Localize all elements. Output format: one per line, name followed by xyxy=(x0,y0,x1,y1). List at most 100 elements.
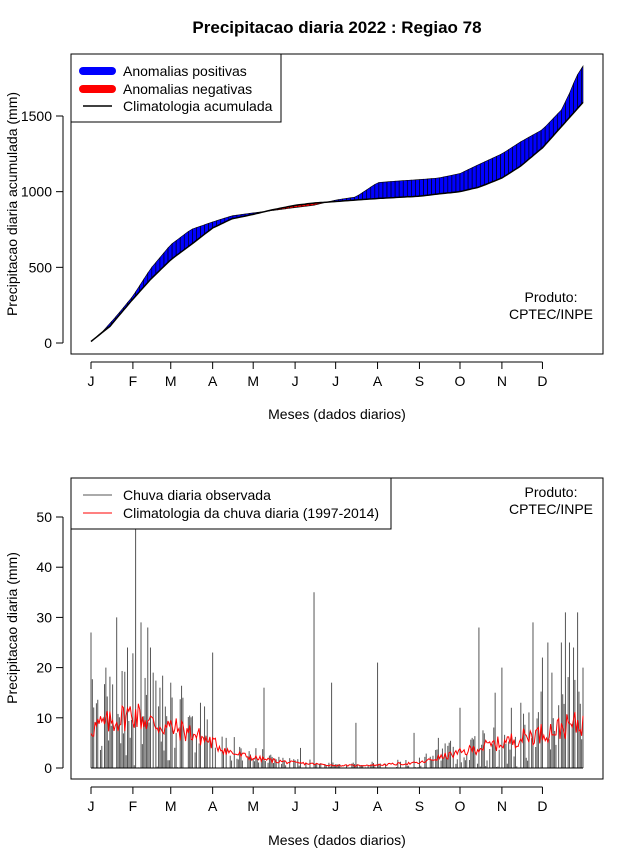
anomaly-positive-segment xyxy=(362,189,368,200)
x-tick-label: O xyxy=(455,373,466,389)
legend-label-negative: Anomalias negativas xyxy=(123,81,252,97)
anomaly-positive-segment xyxy=(406,179,412,198)
anomaly-positive-segment xyxy=(358,191,363,201)
x-tick-label: F xyxy=(129,373,138,389)
product-label-top-2: CPTEC/INPE xyxy=(509,306,593,322)
y-tick-label: 0 xyxy=(44,760,52,776)
cumulative-y-label: Precipitacao diaria acumulada (mm) xyxy=(4,92,20,316)
anomaly-positive-segment xyxy=(411,179,416,197)
anomaly-positive-segment xyxy=(471,165,477,190)
x-tick-label: A xyxy=(208,798,218,814)
y-tick-label: 40 xyxy=(36,559,52,575)
x-tick-label: J xyxy=(332,373,339,389)
x-tick-label: J xyxy=(332,798,339,814)
anomaly-positive-segment xyxy=(581,65,584,105)
x-tick-label: N xyxy=(497,798,507,814)
daily-panel: 0 10 20 30 40 50 J F M A M J J A S O N D Meses (dados di… xyxy=(4,477,604,848)
cumulative-x-label: Meses (dados diarios) xyxy=(268,406,406,422)
anomaly-positive-segment xyxy=(398,180,404,198)
anomaly-positive-segment xyxy=(382,181,388,199)
x-tick-label: F xyxy=(129,798,138,814)
anomaly-positive-segment xyxy=(492,155,497,183)
cumulative-y-axis: 0 500 1000 1500 xyxy=(21,108,64,351)
anomaly-positive-segment xyxy=(520,138,526,167)
legend-label-clim-daily: Climatologia da chuva diaria (1997-2014) xyxy=(123,505,379,521)
x-tick-label: A xyxy=(208,373,218,389)
product-label-top-1: Produto: xyxy=(525,289,578,305)
y-tick-label: 50 xyxy=(36,509,52,525)
anomaly-positive-segment xyxy=(459,171,465,193)
anomaly-positive-segment xyxy=(484,159,489,186)
product-label-bottom-2: CPTEC/INPE xyxy=(509,501,593,517)
anomaly-positive-segment xyxy=(427,178,432,196)
legend-box xyxy=(70,53,282,123)
x-tick-label: D xyxy=(537,373,547,389)
x-tick-label: J xyxy=(88,798,95,814)
observed-daily-bars xyxy=(90,527,584,769)
anomaly-positive-segment xyxy=(394,180,400,198)
anomaly-positive-segment xyxy=(512,143,518,172)
x-tick-label: A xyxy=(373,798,383,814)
daily-legend: Chuva diaria observada Climatologia da c… xyxy=(70,477,392,530)
anomaly-positive-segment xyxy=(508,146,514,175)
anomaly-positive-segment xyxy=(419,178,424,197)
anomaly-positive-segment xyxy=(463,169,469,192)
y-tick-label: 1000 xyxy=(21,184,52,200)
anomaly-positive-segment xyxy=(516,141,522,170)
anomaly-positive-segment xyxy=(390,180,396,199)
anomaly-positive-segment xyxy=(435,177,441,195)
x-tick-label: D xyxy=(537,798,547,814)
x-tick-label: N xyxy=(497,373,507,389)
cumulative-panel: 0 500 1000 1500 J F M A M J J A S O N D Meses (dados d… xyxy=(4,53,604,422)
x-tick-label: O xyxy=(455,798,466,814)
anomaly-positive-segment xyxy=(451,173,457,193)
daily-x-label: Meses (dados diarios) xyxy=(268,832,406,848)
climatology-daily-line xyxy=(90,703,584,767)
x-tick-label: M xyxy=(247,373,259,389)
y-tick-label: 0 xyxy=(44,335,52,351)
anomaly-positive-segment xyxy=(577,67,582,110)
anomaly-positive-segment xyxy=(504,148,509,177)
anomaly-positive-segment xyxy=(439,176,445,195)
legend-label-positive: Anomalias positivas xyxy=(123,63,247,79)
x-tick-label: M xyxy=(247,798,259,814)
anomaly-positive-segment xyxy=(415,179,420,197)
anomaly-positive-segment xyxy=(475,163,481,189)
anomaly-positive-segment xyxy=(500,151,505,180)
anomaly-positive-segment xyxy=(496,153,501,181)
x-tick-label: S xyxy=(415,798,424,814)
y-tick-label: 500 xyxy=(29,259,53,275)
chart-title: Precipitacao diaria 2022 : Regiao 78 xyxy=(192,18,481,37)
y-tick-label: 20 xyxy=(36,660,52,676)
anomaly-positive-segment xyxy=(423,178,428,197)
anomaly-positive-segment xyxy=(479,161,485,188)
x-tick-label: J xyxy=(292,798,299,814)
legend-label-climatology: Climatologia acumulada xyxy=(123,98,273,114)
anomaly-positive-segment xyxy=(447,174,453,194)
y-tick-label: 1500 xyxy=(21,108,52,124)
anomaly-positive-segment xyxy=(370,183,376,200)
x-tick-label: A xyxy=(373,373,383,389)
anomaly-positive-segment xyxy=(488,157,493,184)
x-tick-label: J xyxy=(292,373,299,389)
cumulative-plot-box xyxy=(70,53,604,355)
legend-label-observed: Chuva diaria observada xyxy=(123,487,271,503)
daily-y-label: Precipitacao diaria (mm) xyxy=(4,552,20,704)
cumulative-legend: Anomalias positivas Anomalias negativas … xyxy=(70,53,282,123)
x-tick-label: S xyxy=(415,373,424,389)
y-tick-label: 30 xyxy=(36,609,52,625)
anomaly-positive-segment xyxy=(402,180,408,198)
anomaly-positive-segment xyxy=(386,181,392,199)
anomaly-positive-segment xyxy=(467,167,473,191)
x-tick-label: J xyxy=(88,373,95,389)
anomaly-positive-segment xyxy=(374,182,380,199)
anomaly-positive-segment xyxy=(378,181,384,199)
anomaly-positive-segment xyxy=(573,74,578,114)
anomaly-positive-segment xyxy=(366,186,372,200)
x-tick-label: M xyxy=(165,798,177,814)
y-tick-label: 10 xyxy=(36,710,52,726)
anomaly-positive-segment xyxy=(431,177,436,196)
